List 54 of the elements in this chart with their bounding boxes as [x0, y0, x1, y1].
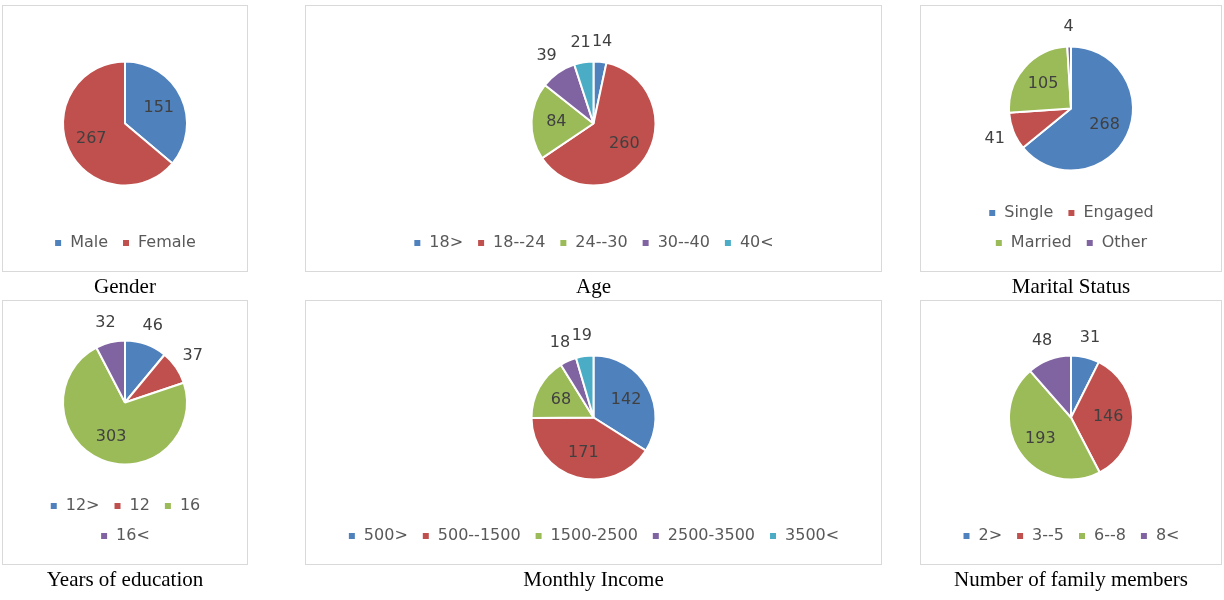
- legend-label: Female: [138, 232, 196, 252]
- legend-label: 2500-3500: [667, 525, 756, 545]
- data-label: 267: [76, 128, 107, 148]
- data-label: 68: [550, 388, 572, 408]
- legend-label: Married: [1010, 232, 1072, 252]
- data-label: 303: [95, 426, 127, 446]
- legend-label: 18--24: [493, 232, 546, 252]
- text: Years of education: [45, 567, 205, 592]
- data-label: 41: [984, 127, 1005, 147]
- text: Monthly Income: [522, 567, 665, 592]
- data-label: 18: [549, 331, 571, 351]
- data-label: 268: [1089, 113, 1120, 133]
- legend-label: 16: [179, 495, 201, 515]
- legend-label: 40<: [739, 232, 774, 252]
- data-label: 21: [570, 31, 591, 51]
- legend-label: 2>: [978, 525, 1003, 545]
- data-label: 14: [591, 31, 613, 51]
- legend-label: Other: [1101, 232, 1148, 252]
- legend-label: 1500-2500: [550, 525, 638, 545]
- data-label: 193: [1025, 427, 1056, 447]
- legend-label: 500>: [363, 525, 408, 545]
- data-label: 146: [1092, 406, 1124, 426]
- text: Age: [575, 274, 612, 299]
- legend-label: 3--5: [1032, 525, 1064, 545]
- text: Gender: [93, 274, 157, 299]
- data-label: 4: [1063, 15, 1074, 35]
- legend-label: 3500<: [785, 525, 840, 545]
- legend-label: 24--30: [575, 232, 628, 252]
- data-label: 31: [1079, 326, 1101, 346]
- legend-label: 500--1500: [437, 525, 521, 545]
- text: Marital Status: [1010, 274, 1132, 299]
- data-label: 19: [571, 325, 593, 345]
- legend-label: Engaged: [1083, 202, 1154, 222]
- legend-label: 12: [129, 495, 150, 515]
- legend-label: 30--40: [657, 232, 710, 252]
- data-label: 48: [1031, 329, 1053, 349]
- data-label: 151: [143, 96, 174, 116]
- data-label: 37: [182, 345, 203, 365]
- legend-label: 8<: [1155, 525, 1180, 545]
- legend-label: 6--8: [1094, 525, 1126, 545]
- data-label: 260: [609, 133, 640, 153]
- data-label: 39: [536, 45, 557, 65]
- legend-label: Male: [70, 232, 109, 252]
- data-label: 32: [95, 312, 116, 332]
- legend-label: 18>: [429, 232, 464, 252]
- legend-label: 12>: [65, 495, 100, 515]
- text: Number of family members: [953, 567, 1189, 592]
- data-label: 142: [610, 388, 642, 408]
- legend-label: 16<: [116, 525, 150, 545]
- legend-label: Single: [1004, 202, 1054, 222]
- data-label: 171: [568, 442, 599, 462]
- data-label: 84: [546, 111, 567, 131]
- data-label: 46: [142, 314, 163, 334]
- data-label: 105: [1027, 73, 1059, 93]
